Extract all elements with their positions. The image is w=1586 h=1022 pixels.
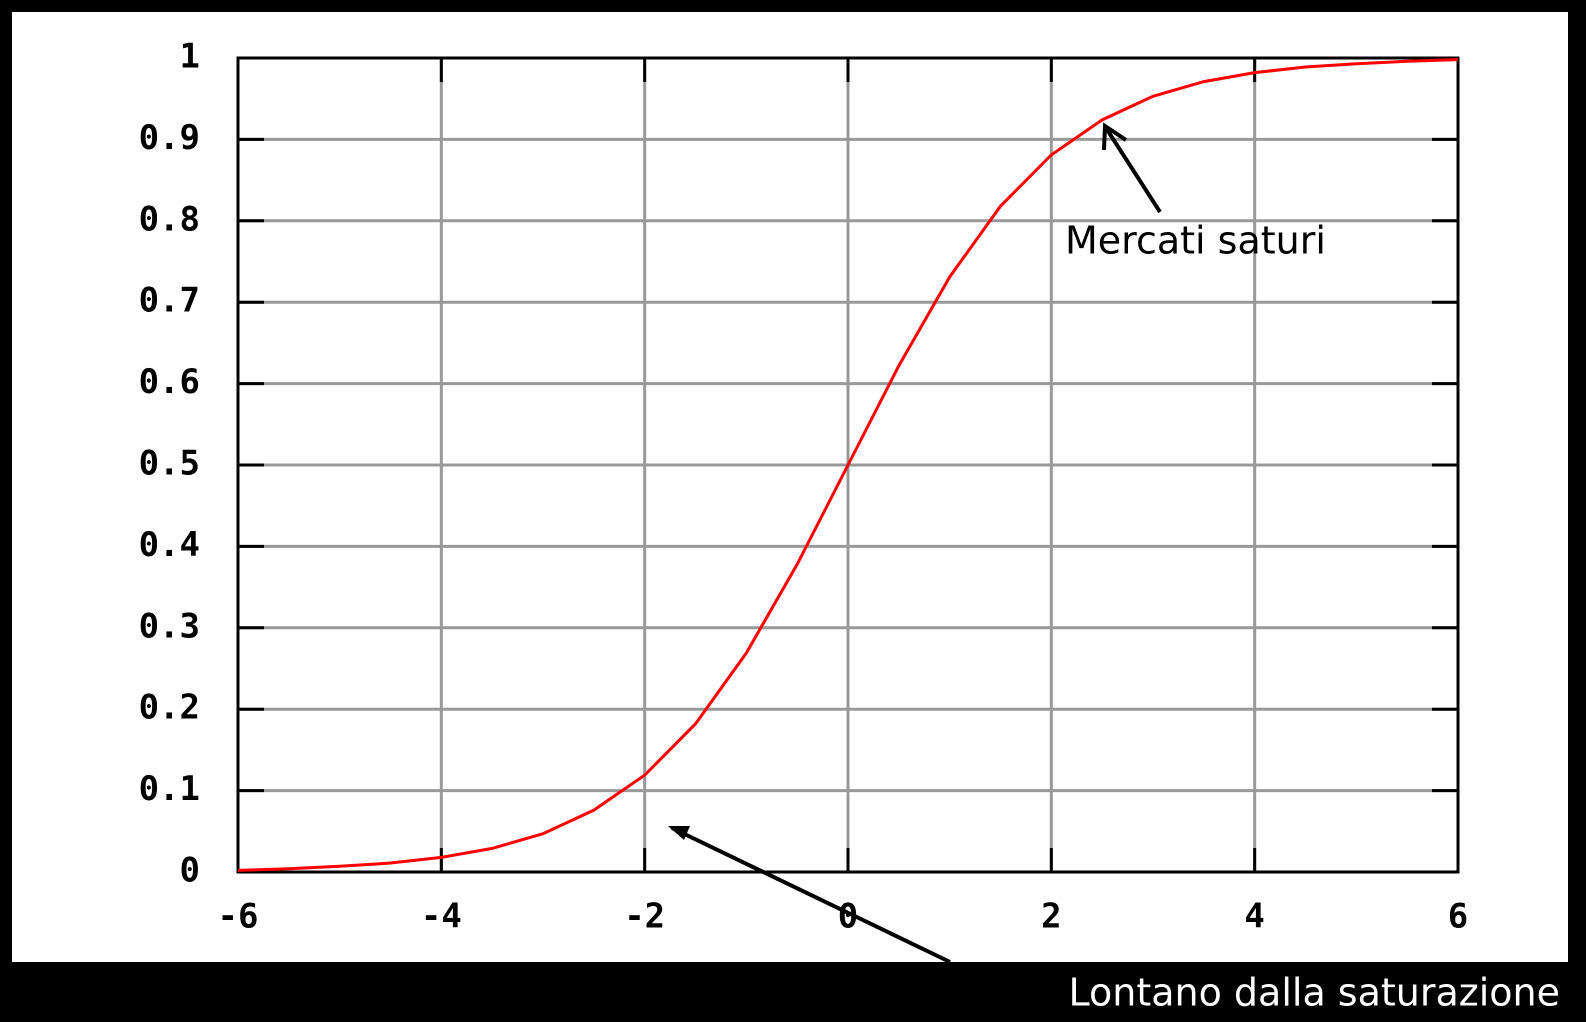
annotation: Mercati saturi xyxy=(1065,219,1326,263)
annotation-arrowhead xyxy=(668,826,690,840)
x-tick-label: -6 xyxy=(218,897,259,937)
x-tick-label: 0 xyxy=(838,897,858,937)
y-tick-label: 0.7 xyxy=(139,281,200,321)
annotation-arrow xyxy=(671,826,951,964)
x-tick-label: 6 xyxy=(1448,897,1468,937)
annotation-arrow xyxy=(1104,126,1162,214)
x-tick-label: 2 xyxy=(1041,897,1061,937)
plot-border xyxy=(236,56,1460,874)
y-tick-label: 0.3 xyxy=(139,606,200,646)
y-tick-label: 0.9 xyxy=(139,118,200,158)
y-tick-label: 0.5 xyxy=(139,444,200,484)
y-tick-label: 0.8 xyxy=(139,199,200,239)
annotation: Lontano dalla saturazione xyxy=(1068,971,1560,1015)
y-tick-label: 0.4 xyxy=(139,525,200,565)
y-tick-label: 1 xyxy=(180,37,200,77)
y-tick-label: 0.1 xyxy=(139,769,200,809)
x-tick-label: -4 xyxy=(421,897,462,937)
x-tick-label: 4 xyxy=(1244,897,1264,937)
y-tick-label: 0.6 xyxy=(139,362,200,402)
y-tick-label: 0 xyxy=(180,851,200,891)
y-tick-label: 0.2 xyxy=(139,688,200,728)
plot-area: 0 0.1 0.2 0.3 0.4 0.5 0.6 0.7 0.8 0.9 1 -6 -4 -2 0 2 4 6 xyxy=(139,37,1469,937)
data-line xyxy=(237,58,1459,872)
chart-background xyxy=(12,12,1568,962)
x-tick-label: -2 xyxy=(624,897,665,937)
annotation-arrowhead xyxy=(1102,122,1128,151)
